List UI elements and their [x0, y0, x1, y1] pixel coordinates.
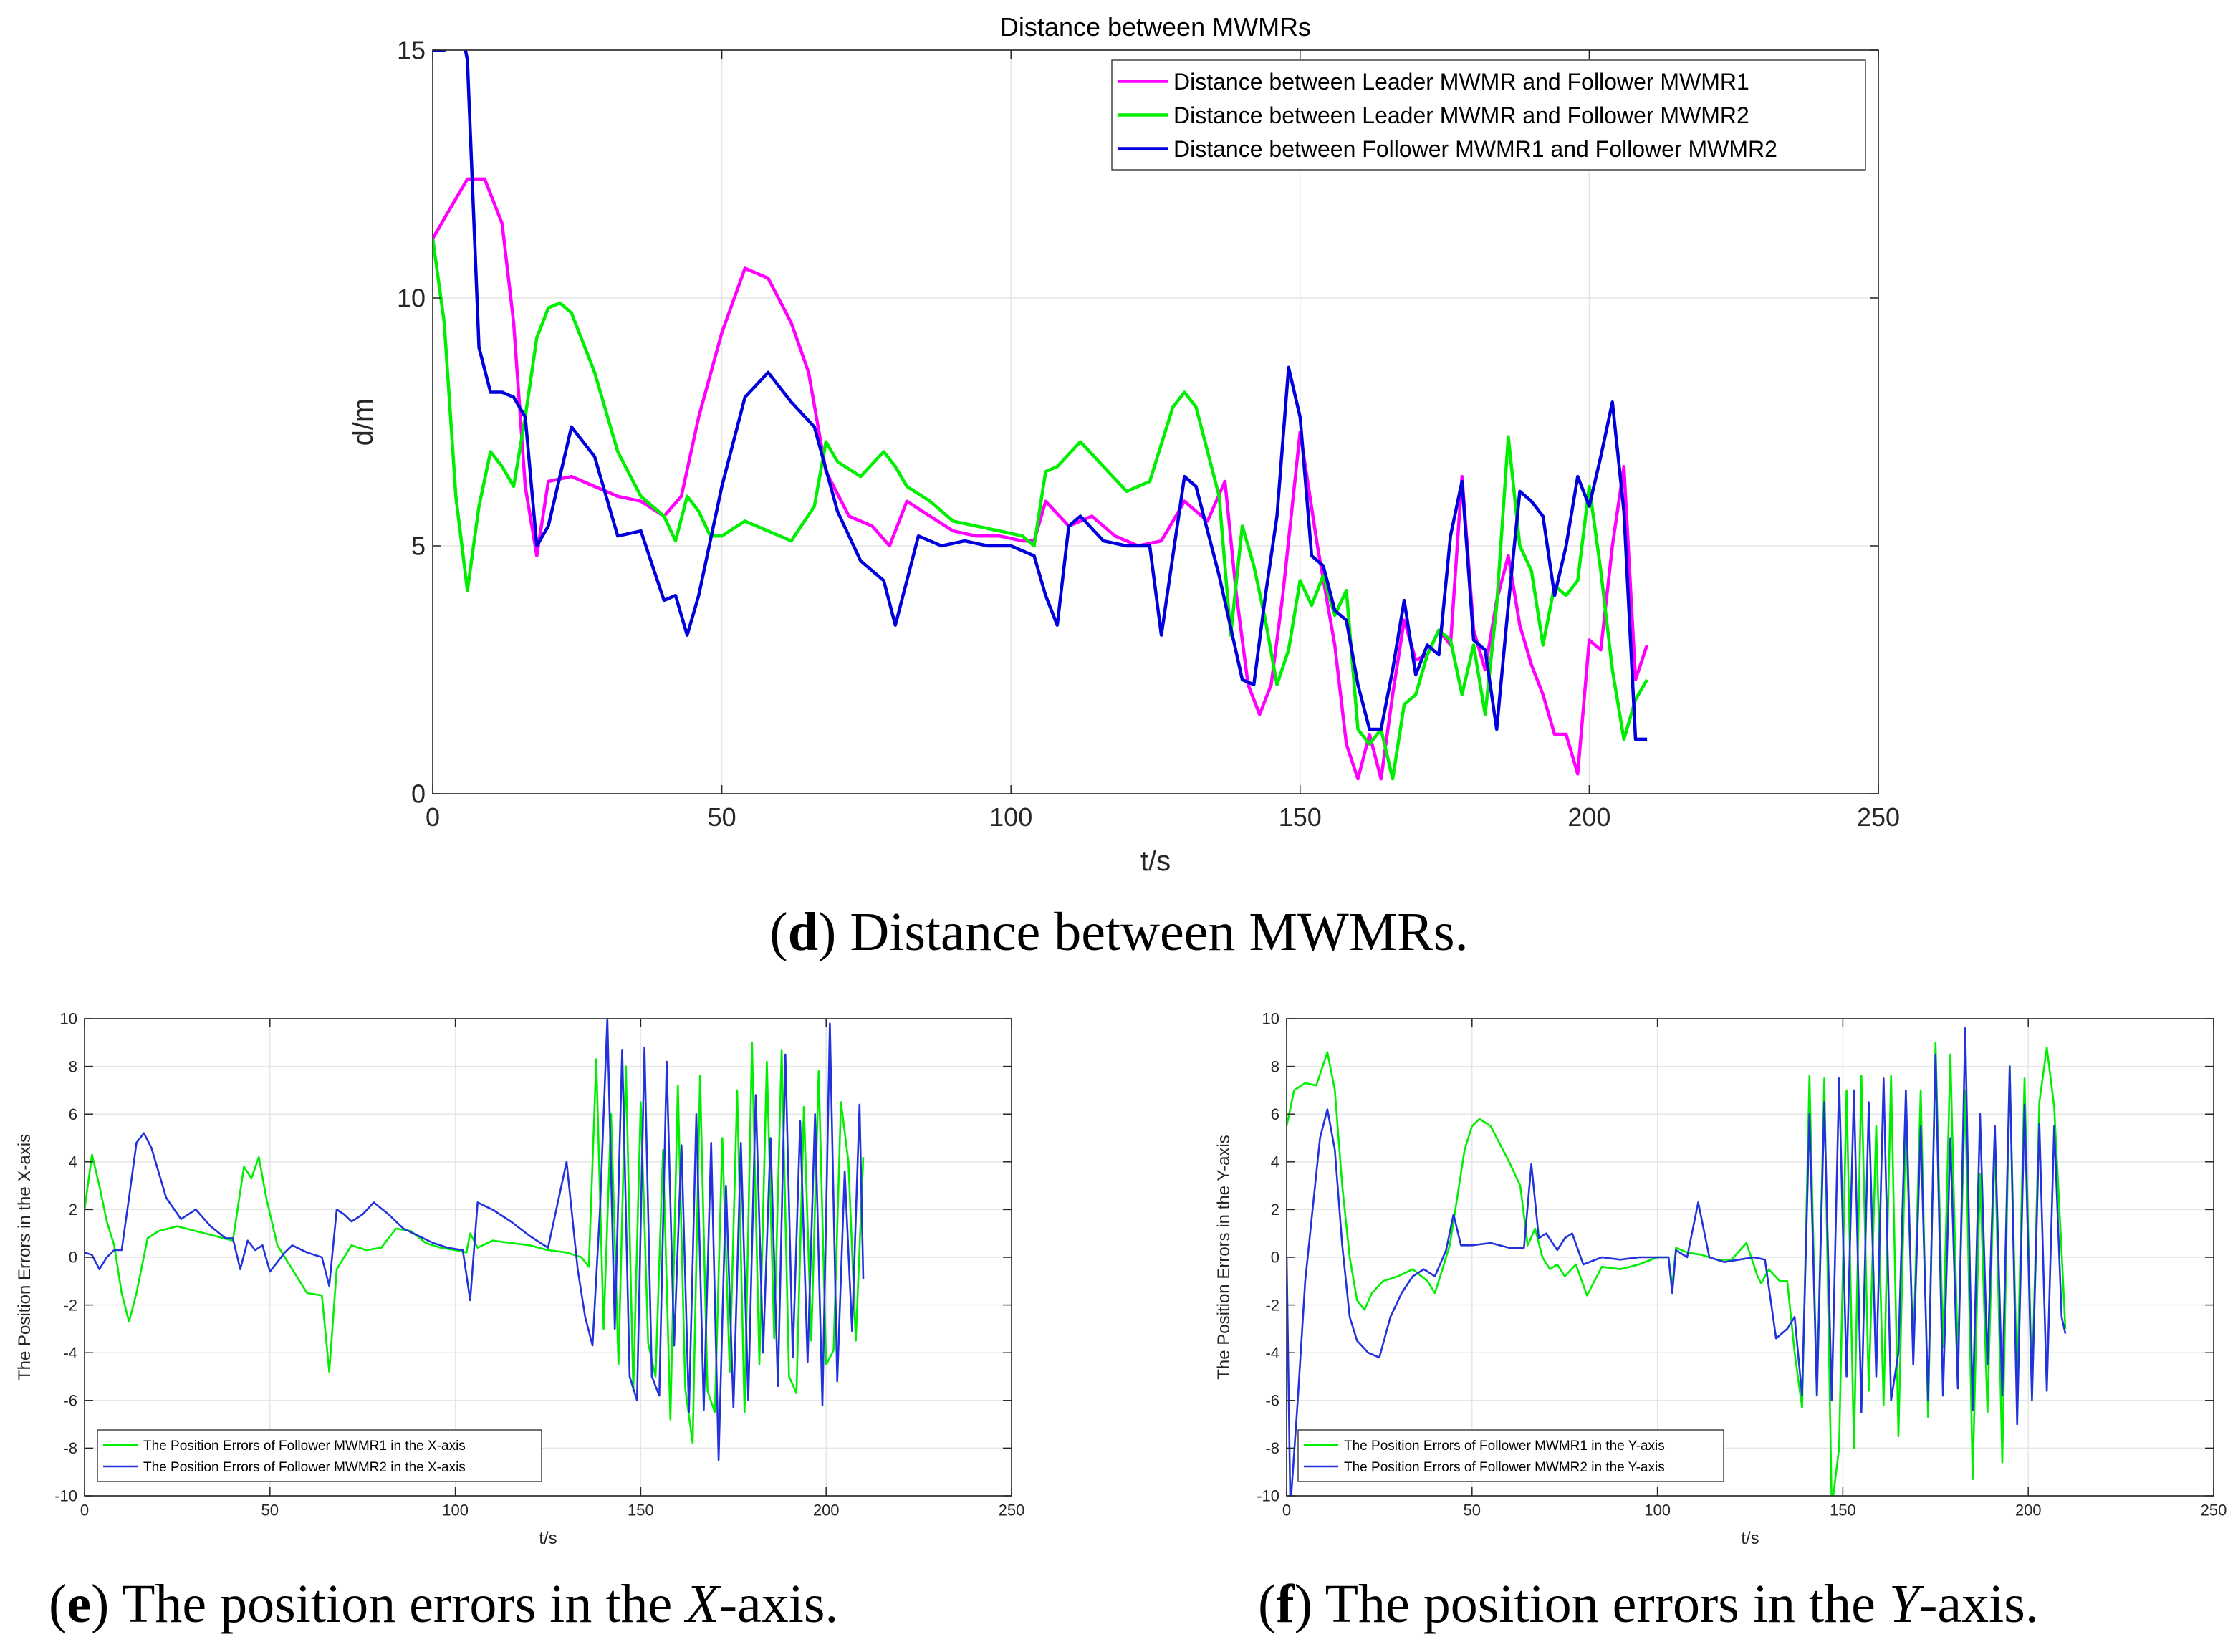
series-line-2 — [1287, 1027, 2067, 1496]
caption-e-post: -axis. — [719, 1574, 839, 1634]
caption-f-post: -axis. — [1919, 1574, 2039, 1634]
y-tick-label: -6 — [1265, 1392, 1279, 1410]
caption-e-pre: The position errors in the — [121, 1574, 686, 1634]
x-tick-label: 200 — [2015, 1502, 2042, 1519]
x-axis-label: t/s — [1741, 1529, 1759, 1548]
series-line-2 — [433, 238, 1649, 781]
caption-d-letter: d — [787, 902, 819, 962]
y-axis-errors-chart: 0 50 100 150 200 250 -10 -8 -6 -4 -2 0 2 4 6 8 10 t/s The … — [1214, 1010, 2227, 1548]
y-tick-label: -8 — [1265, 1439, 1279, 1457]
series-line-3 — [433, 50, 1648, 741]
caption-e-axis: X — [686, 1574, 719, 1634]
legend-label: Distance between Leader MWMR and Followe… — [1173, 102, 1749, 128]
legend-label: The Position Errors of Follower MWMR2 in… — [143, 1460, 466, 1475]
x-tick-label: 250 — [999, 1502, 1025, 1519]
caption-f-pre: The position errors in the — [1325, 1574, 1889, 1634]
y-tick-label: -10 — [1257, 1487, 1279, 1505]
x-axis-label: t/s — [1140, 845, 1171, 877]
legend-box — [1111, 59, 1866, 171]
x-tick-label: 100 — [442, 1502, 469, 1519]
y-tick-label: 10 — [1262, 1010, 1279, 1028]
y-axis-label: The Position Errors in the X-axis — [15, 1134, 34, 1380]
caption-f: (f) The position errors in the Y-axis. — [1258, 1574, 2039, 1634]
y-tick-label: 8 — [1271, 1057, 1279, 1075]
x-tick-label: 0 — [1282, 1502, 1291, 1519]
caption-e-letter: e — [67, 1574, 92, 1634]
legend-box — [97, 1429, 542, 1482]
x-tick-label: 150 — [1830, 1502, 1856, 1519]
x-tick-label: 200 — [1567, 802, 1610, 832]
caption-d-text: Distance between MWMRs. — [850, 902, 1469, 962]
x-tick-label: 100 — [989, 802, 1032, 832]
y-tick-label: 4 — [1271, 1153, 1279, 1171]
y-tick-label: -8 — [63, 1439, 77, 1457]
y-tick-label: -4 — [1265, 1344, 1279, 1362]
y-tick-label: 0 — [1271, 1249, 1279, 1267]
legend-label: Distance between Follower MWMR1 and Foll… — [1173, 136, 1777, 162]
y-tick-label: 2 — [1271, 1201, 1279, 1219]
legend-box — [1297, 1429, 1724, 1482]
x-tick-label: 50 — [1464, 1502, 1481, 1519]
x-axis-errors-chart: 0 50 100 150 200 250 -10 -8 -6 -4 -2 0 2 4 6 8 10 t/s The … — [15, 1010, 1025, 1548]
legend-label: The Position Errors of Follower MWMR1 in… — [1344, 1439, 1665, 1454]
x-tick-label: 0 — [80, 1502, 89, 1519]
y-tick-label: 4 — [69, 1153, 77, 1171]
chart-title: Distance between MWMRs — [1000, 12, 1311, 42]
axes-frame — [432, 49, 1879, 794]
x-tick-label: 200 — [813, 1502, 840, 1519]
y-tick-label: 0 — [69, 1249, 77, 1267]
x-tick-label: 50 — [261, 1502, 279, 1519]
y-tick-label: 2 — [69, 1201, 77, 1219]
y-tick-label: 10 — [60, 1010, 77, 1028]
y-tick-label: -10 — [54, 1487, 77, 1505]
y-tick-label: 10 — [397, 284, 426, 313]
caption-d: (d) Distance between MWMRs. — [769, 902, 1469, 962]
y-tick-label: -4 — [63, 1344, 77, 1362]
x-tick-label: 250 — [2201, 1502, 2227, 1519]
series-line-2 — [85, 1019, 865, 1461]
y-axis-label: The Position Errors in the Y-axis — [1214, 1135, 1234, 1380]
x-tick-label: 150 — [628, 1502, 654, 1519]
y-tick-label: 6 — [69, 1105, 77, 1123]
x-tick-label: 0 — [426, 802, 440, 832]
caption-f-axis: Y — [1888, 1574, 1920, 1634]
distance-chart: 0 50 100 150 200 250 0 5 10 15 Distance between MW… — [347, 12, 1900, 877]
y-tick-label: 6 — [1271, 1105, 1279, 1123]
caption-e: (e) The position errors in the X-axis. — [49, 1574, 839, 1634]
y-tick-label: 8 — [69, 1057, 77, 1075]
legend-label: The Position Errors of Follower MWMR1 in… — [143, 1439, 466, 1454]
legend-label: The Position Errors of Follower MWMR2 in… — [1344, 1460, 1665, 1475]
x-axis-label: t/s — [539, 1529, 557, 1548]
y-tick-label: -2 — [63, 1296, 77, 1314]
x-tick-label: 100 — [1644, 1502, 1671, 1519]
x-tick-label: 50 — [708, 802, 736, 832]
y-tick-label: -2 — [1265, 1296, 1279, 1314]
x-tick-label: 250 — [1857, 802, 1900, 832]
y-tick-label: 5 — [411, 532, 426, 561]
y-tick-label: 0 — [411, 779, 426, 809]
legend-label: Distance between Leader MWMR and Followe… — [1173, 69, 1749, 95]
y-axis-label: d/m — [347, 398, 379, 446]
x-tick-label: 150 — [1279, 802, 1322, 832]
y-tick-label: -6 — [63, 1392, 77, 1410]
caption-f-letter: f — [1276, 1574, 1295, 1634]
series-line-1 — [433, 177, 1649, 781]
y-tick-label: 15 — [397, 36, 426, 65]
